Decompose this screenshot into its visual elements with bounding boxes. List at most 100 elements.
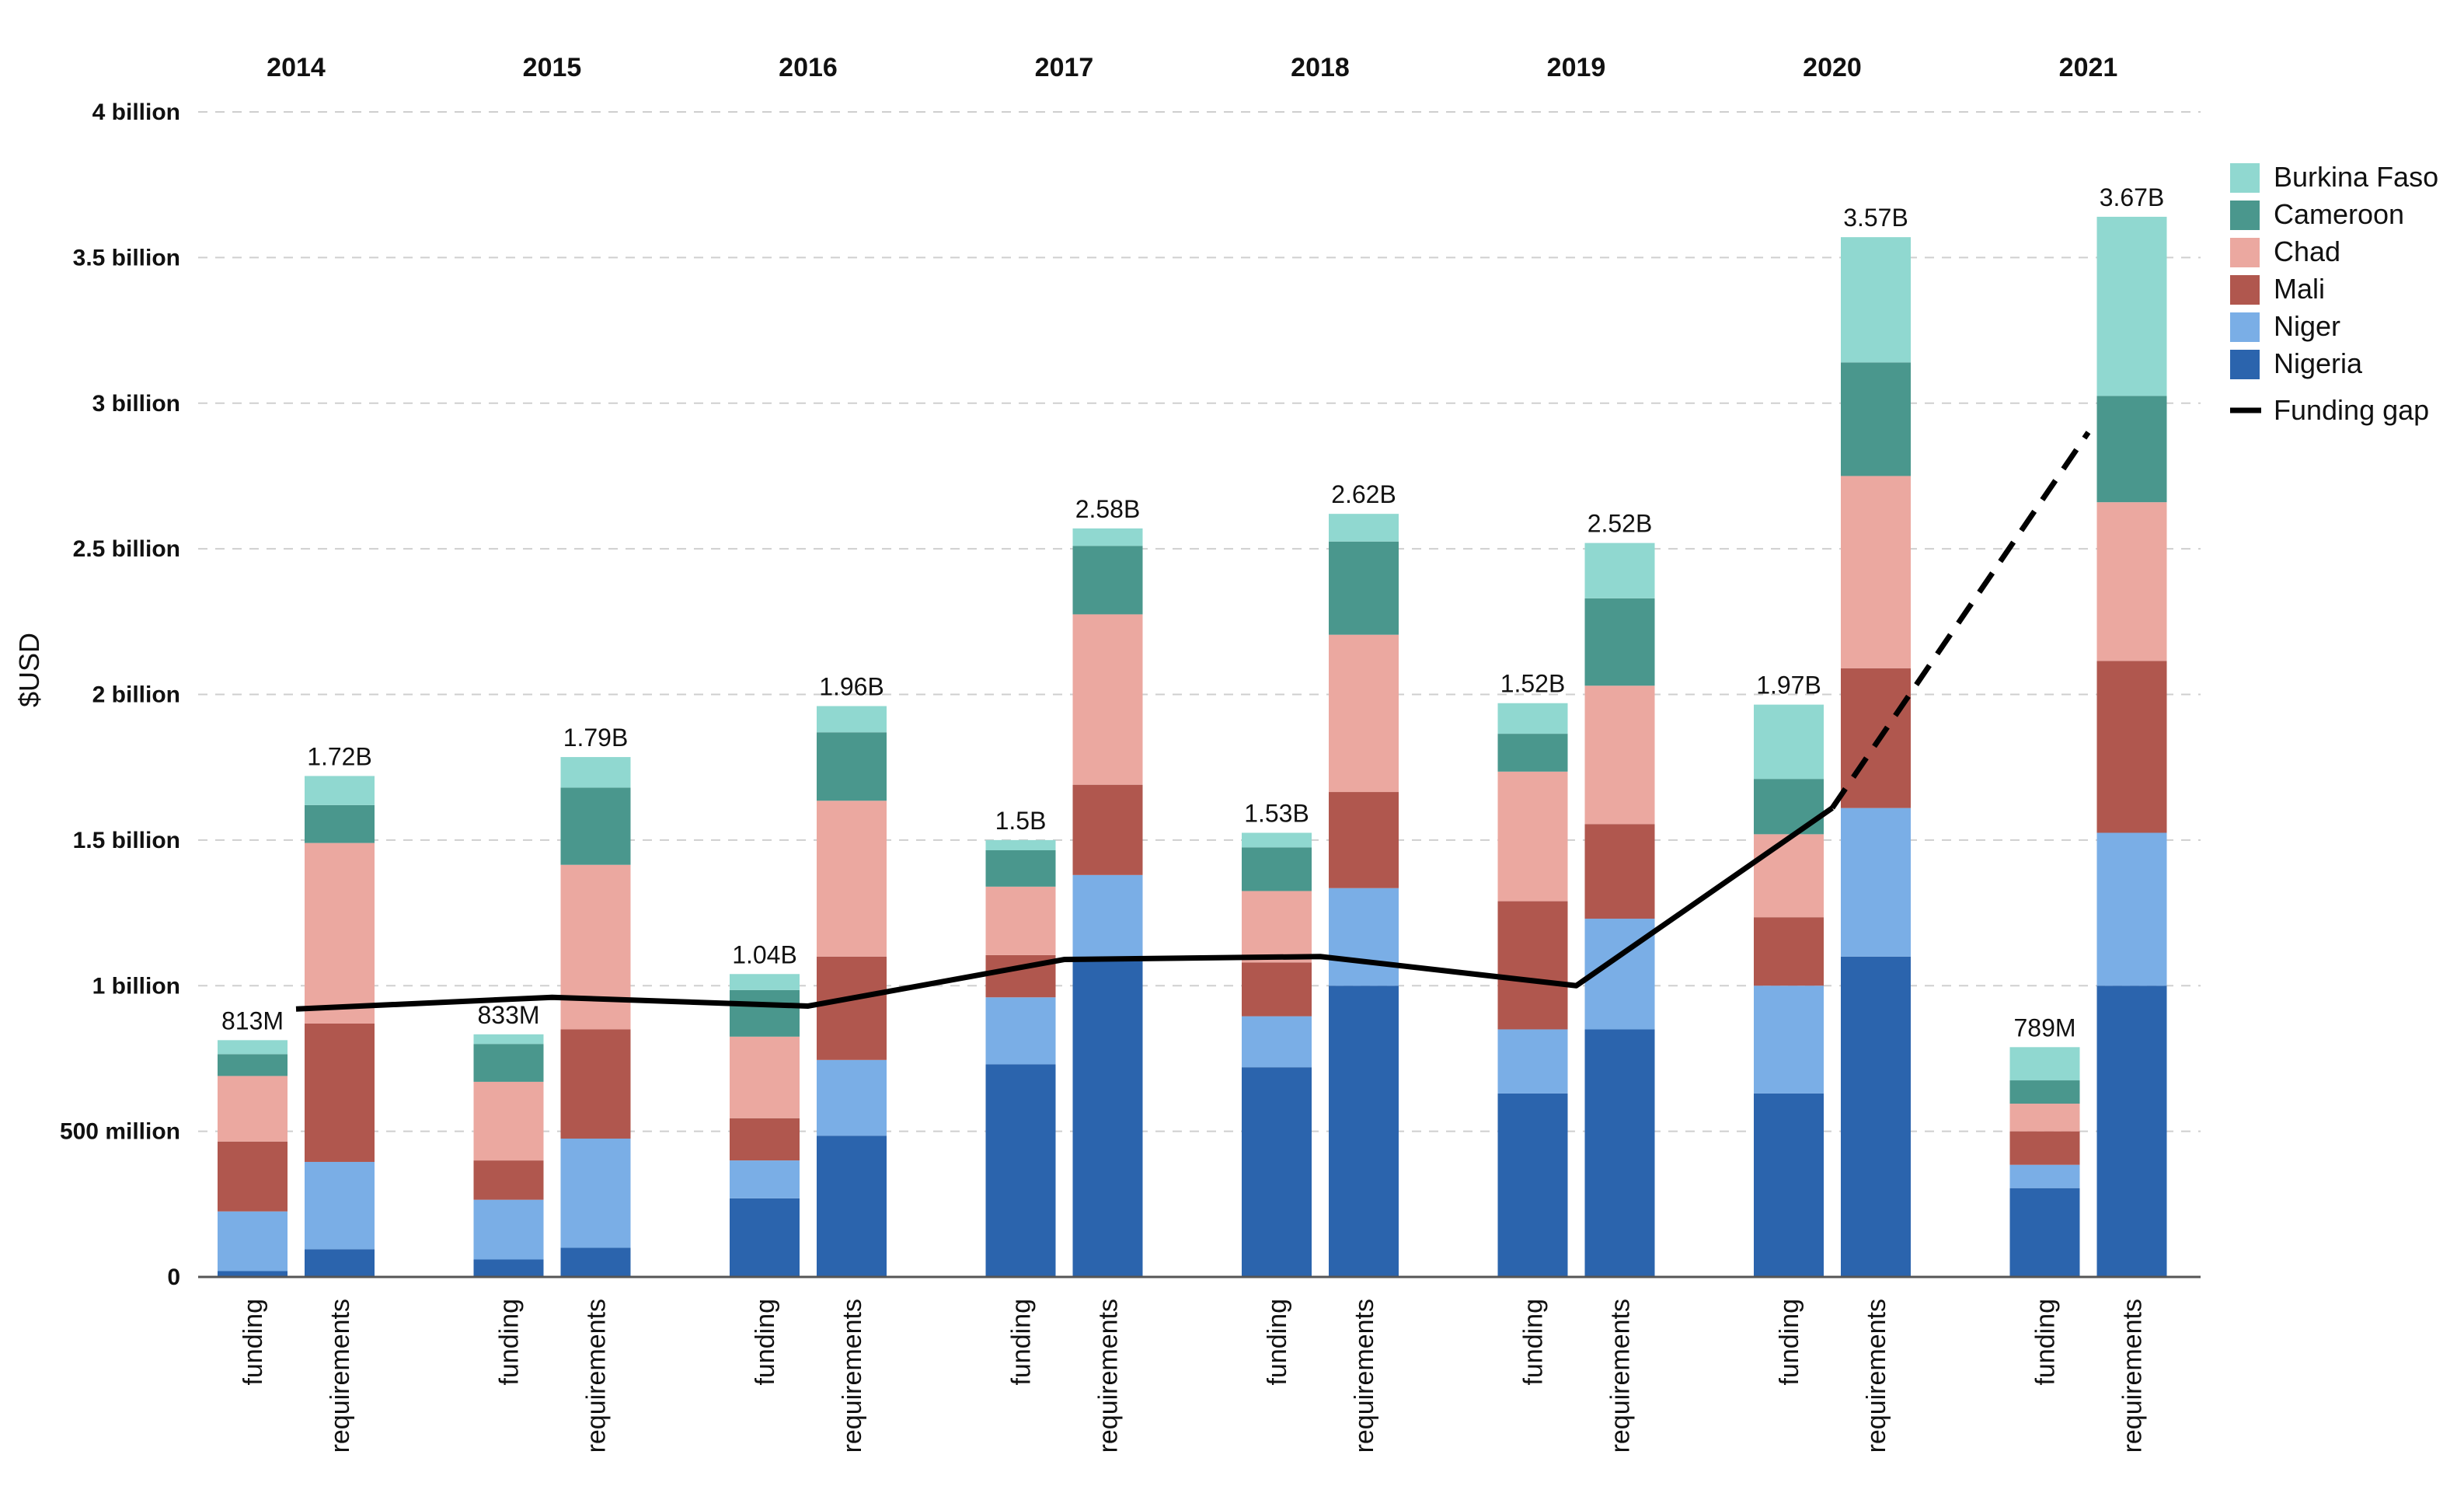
bar-segment-chad <box>473 1081 544 1161</box>
bar-segment-burkina-faso <box>2096 216 2167 396</box>
bar-total-labels: 813M 1.72B 833M 1.79B 1.04B 1.96B 1.5B 2.58B 1.5… <box>221 183 2164 1041</box>
bar-total-label: 3.57B <box>1843 204 1908 232</box>
bar-segment-niger <box>985 997 1056 1065</box>
bar-segment-nigeria <box>305 1249 375 1277</box>
bar-segment-cameroon <box>2009 1080 2080 1104</box>
bar-total-label: 2.58B <box>1075 495 1141 523</box>
bar-total-label: 1.53B <box>1244 800 1309 828</box>
x-tick-label: requirements <box>1606 1299 1636 1453</box>
year-header: 2015 <box>523 53 582 82</box>
x-tick-label: requirements <box>838 1299 867 1453</box>
bar-segment-niger <box>473 1199 544 1260</box>
x-tick-label: requirements <box>1350 1299 1379 1453</box>
bar-segment-burkina-faso <box>1072 528 1143 546</box>
year-header: 2020 <box>1803 53 1862 82</box>
y-tick-label: 0 <box>167 1265 180 1290</box>
bar-segment-burkina-faso <box>1242 832 1312 848</box>
bar-segment-cameroon <box>1584 598 1655 686</box>
legend-swatch <box>2230 350 2260 379</box>
bar-segment-burkina-faso <box>730 974 800 990</box>
bar-segment-chad <box>1584 685 1655 825</box>
year-header: 2017 <box>1035 53 1094 82</box>
y-axis-title: $USD <box>13 633 45 707</box>
bar-segment-nigeria <box>2096 985 2167 1277</box>
bar-total-label: 813M <box>221 1006 284 1034</box>
year-header: 2016 <box>779 53 838 82</box>
bar-segment-burkina-faso <box>2009 1047 2080 1081</box>
year-headers: 2014 2015 2016 2017 2018 2019 2020 2021 <box>267 53 2117 82</box>
bar-segment-niger <box>730 1160 800 1198</box>
bar-total-label: 1.97B <box>1756 672 1821 699</box>
bar-segment-burkina-faso <box>473 1034 544 1045</box>
bar-segment-burkina-faso <box>1329 514 1399 542</box>
bar-segment-chad <box>985 886 1056 955</box>
bar-segment-niger <box>305 1161 375 1250</box>
legend-label: Mali <box>2274 273 2325 305</box>
bar-segment-chad <box>2096 502 2167 661</box>
x-tick-label: funding <box>239 1299 268 1386</box>
x-tick-label: funding <box>751 1299 780 1386</box>
bar-segment-niger <box>2096 832 2167 986</box>
legend-label: Niger <box>2274 310 2340 342</box>
bar-segment-niger <box>1329 888 1399 986</box>
x-tick-label: requirements <box>326 1299 355 1453</box>
year-header: 2018 <box>1291 53 1350 82</box>
y-tick-label: 1 billion <box>92 973 180 999</box>
bar-segment-burkina-faso <box>985 839 1056 850</box>
bar-segment-chad <box>305 842 375 1024</box>
bar-segment-cameroon <box>473 1044 544 1082</box>
bar-total-label: 833M <box>477 1001 539 1029</box>
bar-segment-mali <box>1584 824 1655 919</box>
bar-total-label: 1.79B <box>563 724 629 752</box>
bar-segment-chad <box>1329 634 1399 793</box>
legend-label: Cameroon <box>2274 198 2404 230</box>
bar-segment-mali <box>1072 784 1143 875</box>
bar-segment-mali <box>1242 962 1312 1017</box>
bar-segment-chad <box>218 1076 288 1142</box>
bar-segment-nigeria <box>1497 1093 1568 1277</box>
legend-swatch <box>2230 312 2260 342</box>
y-tick-label: 1.5 billion <box>73 828 180 853</box>
legend-label: Funding gap <box>2274 394 2429 426</box>
y-tick-label: 2.5 billion <box>73 536 180 562</box>
bar-total-label: 1.52B <box>1500 670 1566 698</box>
legend-label: Burkina Faso <box>2274 161 2438 193</box>
bar-segment-chad <box>1497 771 1568 902</box>
bar-segment-chad <box>1242 891 1312 963</box>
bar-segment-niger <box>2009 1164 2080 1188</box>
bar-segment-nigeria <box>1072 959 1143 1277</box>
bar-segment-cameroon <box>1242 847 1312 891</box>
bar-total-label: 789M <box>2013 1013 2075 1041</box>
bar-segment-nigeria <box>1841 956 1911 1277</box>
legend-label: Nigeria <box>2274 347 2363 379</box>
legend-label: Chad <box>2274 235 2340 267</box>
legend: Burkina Faso Cameroon Chad Mali Niger Nigeria… <box>2230 161 2438 426</box>
bar-segment-nigeria <box>1584 1029 1655 1277</box>
bar-segment-cameroon <box>1072 546 1143 615</box>
bar-segment-chad <box>1754 834 1824 918</box>
x-tick-label: funding <box>2031 1299 2061 1386</box>
bar-segment-nigeria <box>1242 1067 1312 1277</box>
bar-segment-cameroon <box>730 989 800 1037</box>
bar-segment-chad <box>817 801 887 957</box>
bar-segment-burkina-faso <box>1754 704 1824 780</box>
bar-segment-burkina-faso <box>817 706 887 733</box>
bar-segment-chad <box>730 1036 800 1118</box>
funding-gap-dashed <box>1830 431 2091 810</box>
bar-segment-nigeria <box>817 1135 887 1277</box>
funding-gap-line <box>295 431 2091 1012</box>
bar-segment-nigeria <box>2009 1188 2080 1277</box>
bar-total-label: 3.67B <box>2100 183 2165 211</box>
year-header: 2019 <box>1547 53 1606 82</box>
legend-swatch <box>2230 163 2260 193</box>
bar-total-label: 1.04B <box>732 940 797 968</box>
x-tick-label: funding <box>1519 1299 1549 1386</box>
bar-segment-mali <box>1841 668 1911 808</box>
y-tick-label: 2 billion <box>92 682 180 708</box>
bar-segment-burkina-faso <box>1584 542 1655 598</box>
bar-segment-nigeria <box>985 1064 1056 1277</box>
bar-segment-mali <box>2009 1131 2080 1165</box>
bar-segment-nigeria <box>1329 985 1399 1277</box>
y-axis-ticks: 0 500 million 1 billion 1.5 billion 2 billio… <box>60 99 180 1290</box>
